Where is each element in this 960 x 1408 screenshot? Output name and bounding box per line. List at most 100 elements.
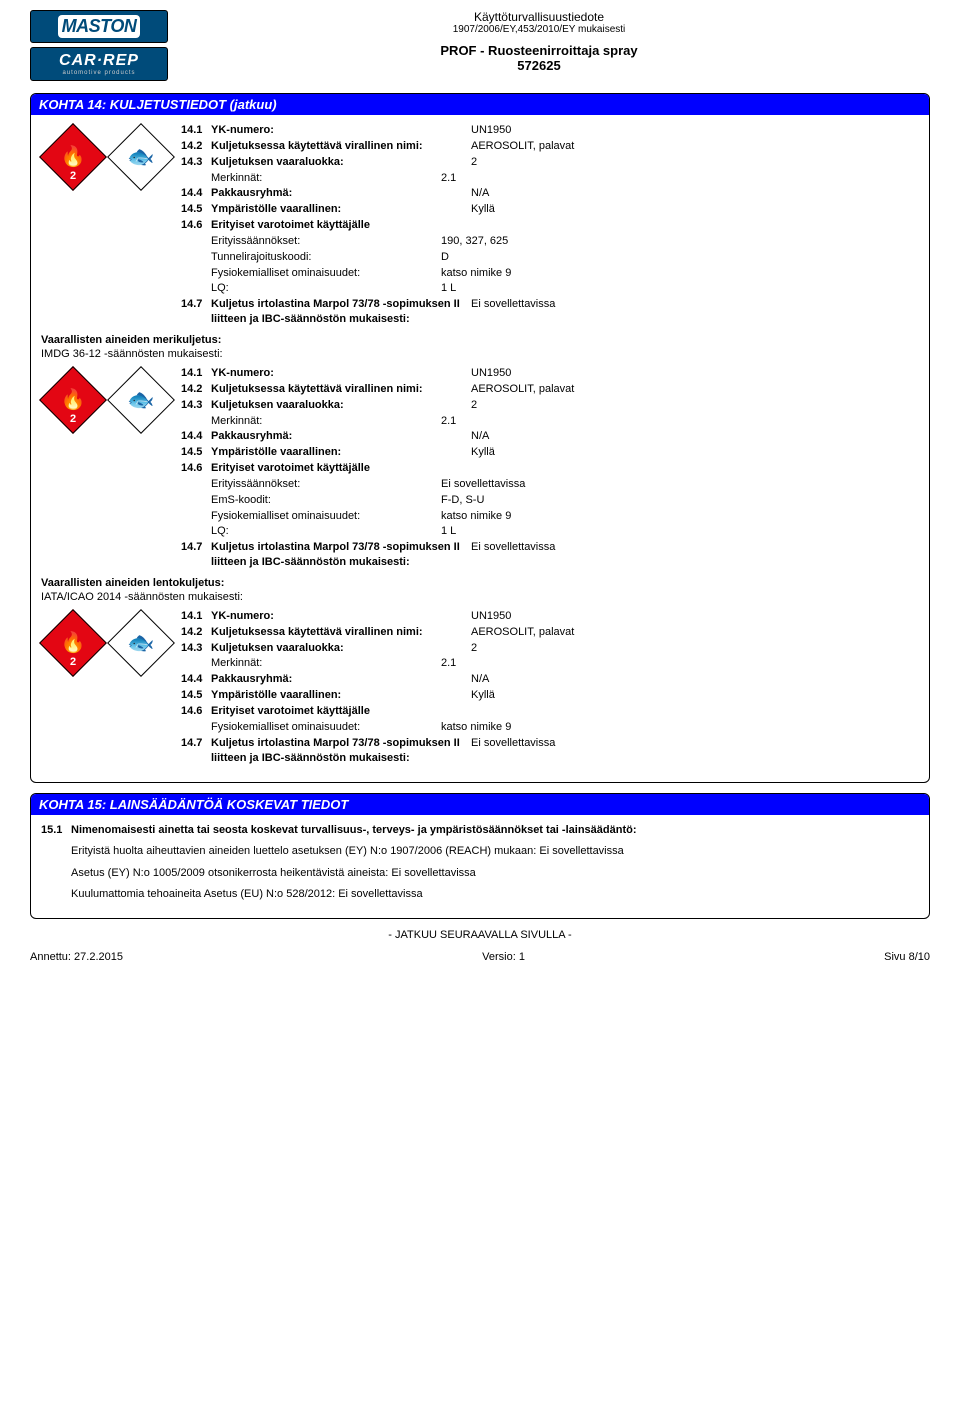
data-row: 14.4Pakkausryhmä:N/A: [181, 672, 919, 687]
row-label: YK-numero:: [211, 366, 471, 381]
row-value: 2: [471, 155, 919, 170]
logo-carrep-box: CAR·REP automotive products: [30, 47, 168, 81]
row-value: katso nimike 9: [441, 720, 919, 735]
row-value: UN1950: [471, 609, 919, 624]
section-15-1-heading: Nimenomaisesti ainetta tai seosta koskev…: [71, 823, 919, 838]
regulation-line: Asetus (EY) N:o 1005/2009 otsonikerrosta…: [71, 866, 919, 881]
row-label: Kuljetuksessa käytettävä virallinen nimi…: [211, 139, 471, 154]
row-value: 1 L: [441, 524, 919, 539]
data-row: 14.1YK-numero:UN1950: [181, 366, 919, 381]
data-row: 14.6Erityiset varotoimet käyttäjälle: [181, 461, 919, 476]
data-row: 14.2Kuljetuksessa käytettävä virallinen …: [181, 625, 919, 640]
row-label: Kuljetuksen vaaraluokka:: [211, 641, 471, 656]
row-value: Ei sovellettavissa: [471, 297, 919, 327]
row-value: Ei sovellettavissa: [471, 736, 919, 766]
data-row: 14.6Erityiset varotoimet käyttäjälle: [181, 218, 919, 233]
row-label: Kuljetus irtolastina Marpol 73/78 -sopim…: [211, 297, 471, 327]
row-value: 1 L: [441, 281, 919, 296]
data-row: 14.7Kuljetus irtolastina Marpol 73/78 -s…: [181, 540, 919, 570]
row-value: N/A: [471, 672, 919, 687]
data-row: 14.5Ympäristölle vaarallinen:Kyllä: [181, 445, 919, 460]
row-value: AEROSOLIT, palavat: [471, 625, 919, 640]
data-row: Tunnelirajoituskoodi:D: [181, 250, 919, 265]
row-label: LQ:: [181, 281, 441, 296]
row-number: 14.1: [181, 366, 211, 381]
row-label: Erityiset varotoimet käyttäjälle: [211, 218, 471, 233]
row-number: 14.5: [181, 202, 211, 217]
row-label: Pakkausryhmä:: [211, 429, 471, 444]
row-number: 14.4: [181, 186, 211, 201]
marine-pollutant-icon: 🐟: [107, 123, 175, 191]
data-row: Erityissäännökset:Ei sovellettavissa: [181, 477, 919, 492]
row-number: 14.3: [181, 398, 211, 413]
data-row: 14.2Kuljetuksessa käytettävä virallinen …: [181, 139, 919, 154]
data-row: 14.2Kuljetuksessa käytettävä virallinen …: [181, 382, 919, 397]
row-value: [471, 218, 919, 233]
row-number: 14.6: [181, 704, 211, 719]
row-number: 14.5: [181, 445, 211, 460]
hazard-icons: 🔥2🐟: [41, 611, 173, 675]
row-label: Kuljetuksessa käytettävä virallinen nimi…: [211, 625, 471, 640]
data-column: 14.1YK-numero:UN195014.2Kuljetuksessa kä…: [181, 609, 919, 766]
data-row: Fysiokemialliset ominaisuudet:katso nimi…: [181, 720, 919, 735]
row-number: 14.7: [181, 540, 211, 570]
data-row: 14.7Kuljetus irtolastina Marpol 73/78 -s…: [181, 297, 919, 327]
data-row: EmS-koodit:F-D, S-U: [181, 493, 919, 508]
logo-carrep-sub: automotive products: [37, 70, 161, 76]
footer-version: Versio: 1: [482, 951, 525, 963]
row-value: [471, 461, 919, 476]
doc-regulation: 1907/2006/EY,453/2010/EY mukaisesti: [184, 24, 894, 35]
row-number: 14.6: [181, 218, 211, 233]
transport-block: 🔥2🐟 14.1YK-numero:UN195014.2Kuljetuksessa…: [41, 366, 919, 571]
row-value: 2: [471, 398, 919, 413]
transport-block: 🔥2🐟14.1YK-numero:UN195014.2Kuljetuksessa…: [41, 123, 919, 328]
data-row: LQ:1 L: [181, 281, 919, 296]
data-row: 14.5Ympäristölle vaarallinen:Kyllä: [181, 688, 919, 703]
product-name: PROF - Ruosteenirroittaja spray: [184, 43, 894, 58]
row-number: 14.1: [181, 609, 211, 624]
row-number: 14.4: [181, 429, 211, 444]
row-value: Kyllä: [471, 688, 919, 703]
section-14: KOHTA 14: KULJETUSTIEDOT (jatkuu) 🔥2🐟14.…: [30, 93, 930, 783]
data-row: 14.4Pakkausryhmä:N/A: [181, 186, 919, 201]
transport-mode-heading: Vaarallisten aineiden merikuljetus:: [41, 334, 919, 346]
flammable-icon: 🔥2: [39, 609, 107, 677]
row-value: katso nimike 9: [441, 266, 919, 281]
row-label: Pakkausryhmä:: [211, 672, 471, 687]
row-value: F-D, S-U: [441, 493, 919, 508]
row-label: Ympäristölle vaarallinen:: [211, 445, 471, 460]
row-label: Pakkausryhmä:: [211, 186, 471, 201]
row-number: 14.1: [181, 123, 211, 138]
data-row: Merkinnät:2.1: [181, 656, 919, 671]
row-label: LQ:: [181, 524, 441, 539]
data-row: 14.3Kuljetuksen vaaraluokka:2: [181, 398, 919, 413]
row-label: Kuljetuksen vaaraluokka:: [211, 155, 471, 170]
row-label: Erityiset varotoimet käyttäjälle: [211, 461, 471, 476]
row-label: Kuljetuksessa käytettävä virallinen nimi…: [211, 382, 471, 397]
hazard-icons: 🔥2🐟: [41, 368, 173, 432]
flammable-icon: 🔥2: [39, 366, 107, 434]
section-15: KOHTA 15: LAINSÄÄDÄNTÖÄ KOSKEVAT TIEDOT …: [30, 793, 930, 919]
row-value: AEROSOLIT, palavat: [471, 382, 919, 397]
logo-column: MASTON CAR·REP automotive products: [30, 10, 168, 85]
row-label: Kuljetuksen vaaraluokka:: [211, 398, 471, 413]
hazard-column: 🔥2🐟: [41, 609, 173, 766]
row-number: 14.6: [181, 461, 211, 476]
row-number: 14.5: [181, 688, 211, 703]
section-15-title: KOHTA 15: LAINSÄÄDÄNTÖÄ KOSKEVAT TIEDOT: [31, 794, 929, 815]
marine-pollutant-icon: 🐟: [107, 609, 175, 677]
transport-regulation: IMDG 36-12 -säännösten mukaisesti:: [41, 348, 919, 360]
transport-block: 🔥2🐟14.1YK-numero:UN195014.2Kuljetuksessa…: [41, 609, 919, 766]
row-number: 14.4: [181, 672, 211, 687]
row-label: Erityiset varotoimet käyttäjälle: [211, 704, 471, 719]
logo-maston-box: MASTON: [30, 10, 168, 43]
regulation-line: Erityistä huolta aiheuttavien aineiden l…: [71, 844, 919, 859]
data-row: LQ:1 L: [181, 524, 919, 539]
data-row: Erityissäännökset:190, 327, 625: [181, 234, 919, 249]
row-label: Fysiokemialliset ominaisuudet:: [181, 720, 441, 735]
row-number: 14.2: [181, 625, 211, 640]
data-row: 14.4Pakkausryhmä:N/A: [181, 429, 919, 444]
data-row: 14.6Erityiset varotoimet käyttäjälle: [181, 704, 919, 719]
hazard-column: 🔥2🐟: [41, 366, 173, 571]
row-value: D: [441, 250, 919, 265]
